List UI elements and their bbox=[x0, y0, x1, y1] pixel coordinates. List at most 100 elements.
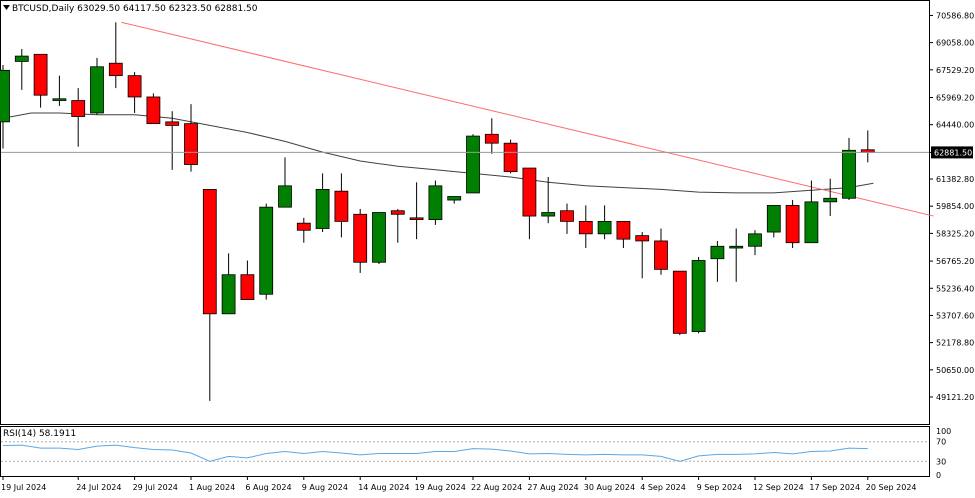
candle-bear[interactable] bbox=[654, 228, 668, 275]
candle-body bbox=[447, 196, 462, 201]
x-tick-label: 20 Sep 2024 bbox=[866, 483, 917, 492]
candle-bull[interactable] bbox=[842, 137, 856, 201]
symbol-header: BTCUSD,Daily 63029.50 64117.50 62323.50 … bbox=[12, 4, 258, 14]
x-tick-label: 19 Jul 2024 bbox=[1, 483, 46, 492]
rsi-plot-frame bbox=[0, 426, 930, 477]
candle-bull[interactable] bbox=[691, 256, 706, 334]
candle-bear[interactable] bbox=[71, 88, 86, 147]
candle-body bbox=[785, 204, 800, 244]
candle-bull[interactable] bbox=[428, 180, 443, 225]
rsi-label: RSI(14) 58.1911 bbox=[3, 429, 76, 439]
current-price-label: 62881.50 bbox=[934, 148, 972, 157]
candle-body bbox=[578, 220, 593, 235]
candle-body bbox=[334, 190, 349, 222]
candle-body bbox=[466, 135, 480, 194]
candle-bear[interactable] bbox=[409, 182, 424, 240]
y-tick-label: 52178.80 bbox=[936, 339, 974, 348]
rsi-tick-label: 0 bbox=[936, 471, 941, 480]
candle-bear[interactable] bbox=[560, 203, 574, 234]
y-tick-label: 56765.20 bbox=[936, 257, 974, 266]
candle-bull[interactable] bbox=[541, 176, 556, 224]
candle-body bbox=[522, 167, 537, 217]
candle-body bbox=[90, 66, 104, 114]
candle-body bbox=[842, 149, 856, 199]
candle-body bbox=[616, 220, 631, 240]
candle-bear[interactable] bbox=[240, 260, 255, 300]
candle-bear[interactable] bbox=[503, 139, 518, 174]
candle-bull[interactable] bbox=[221, 253, 236, 315]
y-tick-label: 67529.20 bbox=[936, 66, 974, 75]
candle-body bbox=[315, 188, 330, 229]
candle-bull[interactable] bbox=[597, 205, 612, 240]
candle-bear[interactable] bbox=[522, 167, 537, 240]
candle-body bbox=[71, 100, 86, 117]
candle-bear[interactable] bbox=[353, 208, 368, 273]
x-tick-label: 17 Sep 2024 bbox=[809, 483, 860, 492]
candle-bear[interactable] bbox=[108, 22, 123, 89]
candle-body bbox=[503, 142, 518, 173]
candle-bull[interactable] bbox=[259, 203, 274, 300]
candle-body bbox=[52, 98, 67, 101]
candle-body bbox=[390, 210, 405, 215]
trendline[interactable] bbox=[121, 21, 934, 217]
candle-bear[interactable] bbox=[672, 270, 687, 336]
x-tick-label: 24 Jul 2024 bbox=[76, 483, 121, 492]
candle-bear[interactable] bbox=[202, 188, 217, 401]
candle-bear[interactable] bbox=[296, 217, 311, 243]
candle-bear[interactable] bbox=[127, 72, 142, 113]
candle-bull[interactable] bbox=[0, 64, 10, 149]
candle-body bbox=[33, 53, 48, 96]
candle-bull[interactable] bbox=[466, 134, 480, 194]
x-tick-label: 9 Aug 2024 bbox=[302, 483, 348, 492]
candle-bull[interactable] bbox=[14, 48, 29, 90]
candle-bear[interactable] bbox=[578, 205, 593, 249]
candle-body bbox=[484, 133, 499, 144]
candle-bear[interactable] bbox=[616, 220, 631, 249]
y-tick-label: 65969.20 bbox=[936, 94, 974, 103]
candle-bull[interactable] bbox=[315, 173, 330, 233]
candle-body bbox=[184, 123, 198, 165]
x-tick-label: 30 Aug 2024 bbox=[584, 483, 635, 492]
candle-body bbox=[560, 210, 574, 222]
x-tick-label: 27 Aug 2024 bbox=[527, 483, 578, 492]
candle-bull[interactable] bbox=[447, 196, 462, 204]
main-plot-frame bbox=[0, 0, 930, 425]
rsi-tick-label: 100 bbox=[936, 427, 951, 436]
candle-body bbox=[165, 121, 180, 126]
candle-body bbox=[766, 204, 781, 233]
candle-bear[interactable] bbox=[146, 93, 161, 125]
symbol-menu-arrow-icon[interactable] bbox=[3, 5, 10, 10]
candle-body bbox=[0, 69, 10, 123]
candle-bull[interactable] bbox=[52, 75, 67, 106]
x-tick-label: 19 Aug 2024 bbox=[415, 483, 466, 492]
candle-body bbox=[221, 274, 236, 315]
candle-bear[interactable] bbox=[484, 118, 499, 154]
rsi-line bbox=[2, 444, 868, 462]
candle-bear[interactable] bbox=[785, 200, 800, 249]
candle-bull[interactable] bbox=[278, 157, 292, 208]
candle-bull[interactable] bbox=[372, 212, 386, 265]
candle-bear[interactable] bbox=[635, 232, 650, 279]
candle-bear[interactable] bbox=[390, 208, 405, 243]
candle-bull[interactable] bbox=[90, 57, 104, 115]
candle-body bbox=[710, 245, 725, 260]
candle-bear[interactable] bbox=[184, 104, 198, 172]
candle-bull[interactable] bbox=[748, 230, 762, 256]
y-tick-label: 69058.00 bbox=[936, 39, 974, 48]
candle-body bbox=[541, 212, 556, 217]
candle-bear[interactable] bbox=[165, 111, 180, 170]
y-tick-label: 49121.20 bbox=[936, 393, 974, 402]
candle-bear[interactable] bbox=[334, 173, 349, 238]
candle-body bbox=[278, 185, 292, 208]
candle-body bbox=[240, 274, 255, 300]
candle-bull[interactable] bbox=[729, 228, 744, 282]
candle-bull[interactable] bbox=[823, 178, 838, 217]
candle-body bbox=[409, 217, 424, 221]
candle-bull[interactable] bbox=[766, 204, 781, 238]
candle-bear[interactable] bbox=[33, 53, 48, 108]
x-tick-label: 9 Sep 2024 bbox=[697, 483, 743, 492]
candle-bull[interactable] bbox=[804, 180, 819, 244]
candle-bull[interactable] bbox=[710, 240, 725, 282]
